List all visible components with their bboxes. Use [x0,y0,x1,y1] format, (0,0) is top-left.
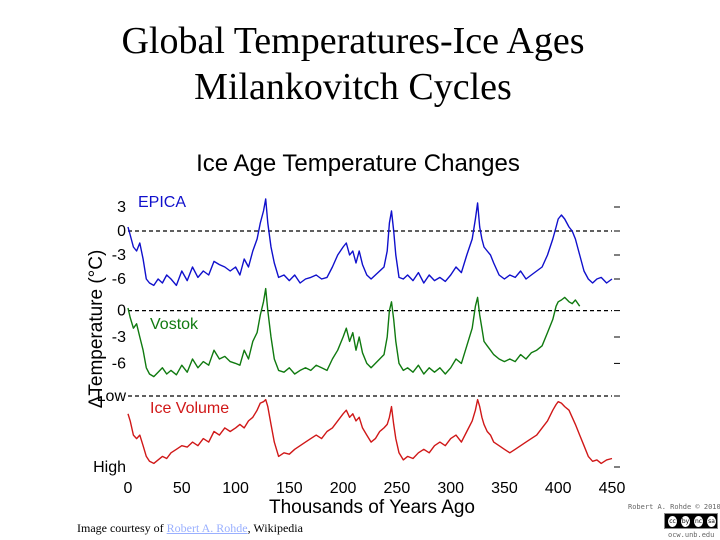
x-tick-label: 150 [276,480,303,497]
vostok-series-line [127,287,581,378]
vostok-y-tick-label: 0 [117,303,126,320]
x-tick-label: 300 [437,480,464,497]
ice-volume-y-tick-label: Low [97,388,127,405]
x-tick-label: 350 [491,480,518,497]
x-tick-label: 200 [330,480,357,497]
axes-layer: 0 50 100 150 200 250 300 350 400 450 3 0 -3 -6 0 -3 -6 Lo… [93,199,625,497]
vostok-y-tick-label: -3 [112,329,126,346]
cc-icon: cc [667,514,678,528]
x-tick-label: 250 [384,480,411,497]
slide-title-line-2: Milankovitch Cycles [194,66,512,108]
caption-suffix: , Wikipedia [247,521,303,535]
ice-volume-y-tick-label: High [93,459,126,476]
caption-author-link[interactable]: Robert A. Rohde [166,521,248,535]
ice-volume-series-label: Ice Volume [150,400,229,417]
copyright-credit: Robert A. Rohde © 2010 [628,503,720,511]
by-icon: by [680,514,691,528]
epica-y-tick-label: -3 [112,247,126,264]
epica-y-tick-label: 3 [117,199,126,216]
x-tick-label: 50 [173,480,191,497]
x-tick-label: 0 [124,480,133,497]
x-axis-title: Thousands of Years Ago [269,497,475,517]
ice-volume-series-line [127,398,613,465]
x-tick-label: 400 [545,480,572,497]
ice-age-chart: Ice Age Temperature Changes ΔTemperature… [86,150,625,517]
epica-series-line [127,198,613,287]
caption-prefix: Image courtesy of [77,521,167,535]
vostok-series-label: Vostok [150,316,199,333]
epica-y-tick-label: 0 [117,223,126,240]
y-axis-title: ΔTemperature (°C) [86,250,107,409]
epica-y-tick-label: -6 [112,271,126,288]
series-layer: EPICA Vostok Ice Volume [127,194,613,465]
nc-icon: nc [693,514,704,528]
creative-commons-badge[interactable]: cc by nc sa [664,513,718,529]
sa-icon: sa [706,514,717,528]
vostok-y-tick-label: -6 [112,355,126,372]
slide-title-line-1: Global Temperatures-Ice Ages [121,20,585,62]
slide-title: Global Temperatures-Ice Ages Milankovitc… [0,18,706,110]
site-url: ocw.unb.edu [668,531,715,539]
x-tick-label: 100 [222,480,249,497]
image-caption: Image courtesy of Robert A. Rohde, Wikip… [77,521,303,536]
x-tick-label: 450 [599,480,626,497]
epica-series-label: EPICA [138,194,186,211]
chart-title: Ice Age Temperature Changes [196,150,520,177]
